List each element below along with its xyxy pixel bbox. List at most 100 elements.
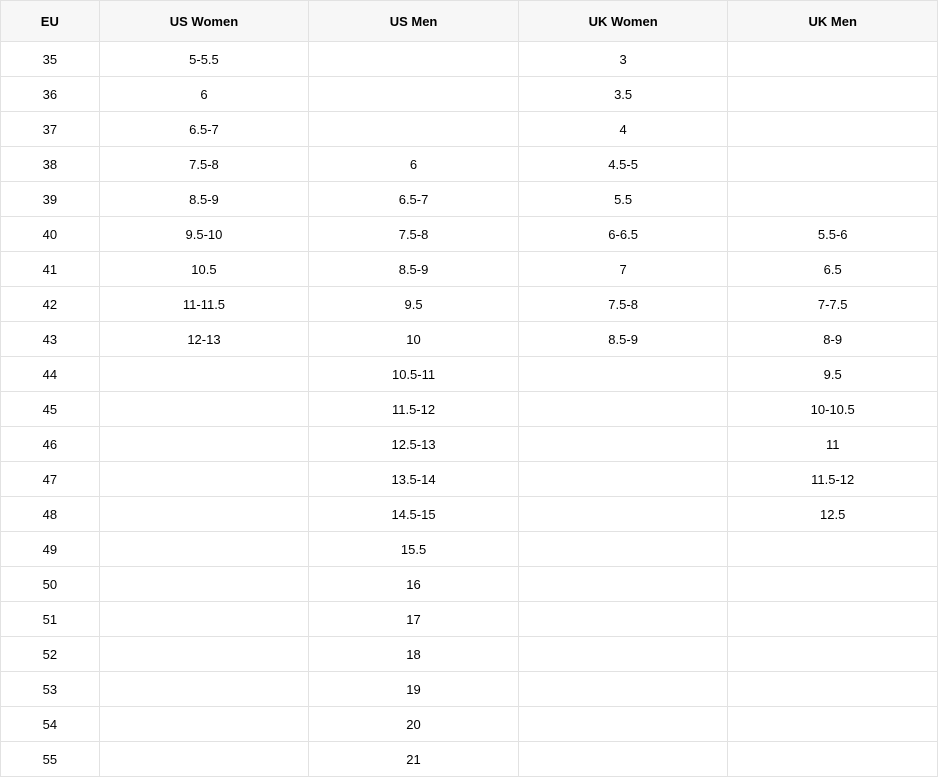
- cell: [728, 77, 938, 112]
- cell: [728, 672, 938, 707]
- cell: [728, 742, 938, 777]
- cell: [309, 42, 519, 77]
- cell: 3.5: [518, 77, 728, 112]
- cell: [728, 42, 938, 77]
- cell: [99, 707, 309, 742]
- cell: 6.5-7: [309, 182, 519, 217]
- cell: [518, 742, 728, 777]
- cell: 48: [1, 497, 100, 532]
- cell: 8-9: [728, 322, 938, 357]
- cell: [728, 182, 938, 217]
- cell: [518, 462, 728, 497]
- cell: 19: [309, 672, 519, 707]
- cell: 10.5-11: [309, 357, 519, 392]
- cell: 7.5-8: [309, 217, 519, 252]
- cell: 9.5: [728, 357, 938, 392]
- cell: 6: [99, 77, 309, 112]
- cell: 53: [1, 672, 100, 707]
- cell: 10.5: [99, 252, 309, 287]
- cell: [99, 637, 309, 672]
- cell: 9.5: [309, 287, 519, 322]
- cell: [99, 427, 309, 462]
- cell: 37: [1, 112, 100, 147]
- table-body: 355-5.533663.5376.5-74387.5-864.5-5398.5…: [1, 42, 938, 777]
- cell: 44: [1, 357, 100, 392]
- table-head: EU US Women US Men UK Women UK Men: [1, 1, 938, 42]
- cell: [728, 532, 938, 567]
- cell: 4: [518, 112, 728, 147]
- cell: 12.5: [728, 497, 938, 532]
- cell: 20: [309, 707, 519, 742]
- cell: [518, 602, 728, 637]
- cell: 5-5.5: [99, 42, 309, 77]
- cell: 54: [1, 707, 100, 742]
- table-row: 49 15.5: [1, 532, 938, 567]
- table-row: 366 3.5: [1, 77, 938, 112]
- cell: 43: [1, 322, 100, 357]
- header-row: EU US Women US Men UK Women UK Men: [1, 1, 938, 42]
- cell: [99, 462, 309, 497]
- table-row: 5016: [1, 567, 938, 602]
- table-row: 398.5-96.5-75.5: [1, 182, 938, 217]
- cell: 6.5-7: [99, 112, 309, 147]
- cell: 15.5: [309, 532, 519, 567]
- cell: 17: [309, 602, 519, 637]
- cell: [518, 392, 728, 427]
- cell: 21: [309, 742, 519, 777]
- table-row: 5521: [1, 742, 938, 777]
- cell: 50: [1, 567, 100, 602]
- cell: [309, 77, 519, 112]
- cell: [728, 602, 938, 637]
- cell: 39: [1, 182, 100, 217]
- table-row: 4511.5-1210-10.5: [1, 392, 938, 427]
- cell: 7: [518, 252, 728, 287]
- cell: [518, 637, 728, 672]
- cell: 5.5: [518, 182, 728, 217]
- cell: [728, 637, 938, 672]
- table-row: 5117: [1, 602, 938, 637]
- cell: 11-11.5: [99, 287, 309, 322]
- table-row: 409.5-107.5-86-6.55.5-6: [1, 217, 938, 252]
- size-conversion-table: EU US Women US Men UK Women UK Men 355-5…: [0, 0, 938, 777]
- cell: [99, 742, 309, 777]
- table-row: 4110.58.5-976.5: [1, 252, 938, 287]
- table-row: 4612.5-1311: [1, 427, 938, 462]
- cell: 9.5-10: [99, 217, 309, 252]
- cell: 10: [309, 322, 519, 357]
- cell: 42: [1, 287, 100, 322]
- col-header-us-men: US Men: [309, 1, 519, 42]
- cell: [99, 672, 309, 707]
- cell: 8.5-9: [518, 322, 728, 357]
- cell: [518, 427, 728, 462]
- cell: 41: [1, 252, 100, 287]
- cell: 7-7.5: [728, 287, 938, 322]
- cell: 49: [1, 532, 100, 567]
- cell: 45: [1, 392, 100, 427]
- cell: [99, 392, 309, 427]
- cell: 11.5-12: [728, 462, 938, 497]
- cell: 12.5-13: [309, 427, 519, 462]
- table-row: 355-5.5 3: [1, 42, 938, 77]
- cell: 6: [309, 147, 519, 182]
- cell: [99, 567, 309, 602]
- cell: [518, 672, 728, 707]
- table-row: 4713.5-1411.5-12: [1, 462, 938, 497]
- cell: [99, 602, 309, 637]
- col-header-us-women: US Women: [99, 1, 309, 42]
- cell: 12-13: [99, 322, 309, 357]
- col-header-uk-men: UK Men: [728, 1, 938, 42]
- cell: [518, 532, 728, 567]
- cell: [518, 567, 728, 602]
- table-row: 53 19: [1, 672, 938, 707]
- cell: 11.5-12: [309, 392, 519, 427]
- cell: 5.5-6: [728, 217, 938, 252]
- cell: [99, 497, 309, 532]
- cell: 40: [1, 217, 100, 252]
- col-header-eu: EU: [1, 1, 100, 42]
- cell: [728, 567, 938, 602]
- cell: 3: [518, 42, 728, 77]
- cell: 7.5-8: [518, 287, 728, 322]
- cell: 35: [1, 42, 100, 77]
- cell: 36: [1, 77, 100, 112]
- table-row: 54 20: [1, 707, 938, 742]
